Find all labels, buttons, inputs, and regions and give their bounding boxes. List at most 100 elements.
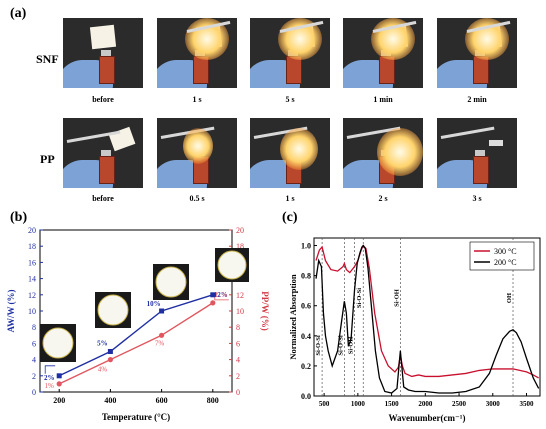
y-left-tick-label: 10 [28, 307, 36, 316]
panel-a-label: (a) [10, 6, 27, 21]
y-left-tick-label: 6 [32, 339, 36, 348]
sample-disk [217, 250, 247, 280]
sample-disk [97, 294, 129, 326]
data-point [159, 308, 165, 314]
x-tick-label: 3500 [520, 400, 535, 408]
data-point [210, 292, 216, 298]
flame-test-photo [343, 18, 423, 88]
y-tick-label: 0.4 [301, 332, 311, 341]
flame-test-photo [437, 118, 517, 188]
y-right-tick-label: 0 [236, 388, 240, 397]
photo-caption: before [92, 95, 114, 104]
x-tick-label: 1000 [351, 400, 366, 408]
x-tick-label: 600 [156, 396, 168, 405]
chart-c: 0.0 0.2 0.4 0.6 0.8 1.0 500 1000 1500 2000 2500 300… [288, 237, 541, 423]
x-tick-label: 2000 [418, 400, 433, 408]
y-left-tick-label: 16 [28, 258, 36, 267]
y-right-tick-label: 10 [236, 307, 244, 316]
y-left-axis-label: AW/W (%) [6, 289, 16, 332]
y-right-tick-label: 20 [236, 226, 244, 235]
data-point [56, 381, 62, 387]
data-label: 12% [214, 291, 228, 299]
y-left-tick-label: 14 [28, 275, 36, 284]
photo-caption: before [92, 194, 114, 203]
chart-b: 0022446688101012121414161618182020200400… [6, 226, 270, 422]
y-left-tick-label: 18 [28, 242, 36, 251]
series-line [315, 244, 540, 394]
flame-test-photo [63, 118, 143, 188]
y-right-tick-label: 2 [236, 372, 240, 381]
series-line [58, 294, 214, 377]
data-label: 10% [147, 300, 161, 308]
data-label: 5% [97, 340, 108, 348]
photo-caption: 2 s [378, 194, 388, 203]
photo-caption: 3 s [472, 194, 482, 203]
y-right-tick-label: 18 [236, 242, 244, 251]
y-axis-label: Normalized Absorption [288, 274, 298, 360]
photo-caption: 1 s [192, 95, 202, 104]
left-axis-arrow [44, 365, 56, 374]
y-left-tick-label: 2 [32, 372, 36, 381]
photo-caption: 1 s [285, 194, 295, 203]
flame-test-photo [343, 118, 423, 188]
annotation-label: Si-O-Si [337, 335, 344, 355]
x-axis-label: Wavenumber(cm⁻¹) [389, 413, 466, 423]
panel-c-label: (c) [282, 210, 298, 225]
annotation-label: Si-O-Si [356, 288, 363, 308]
sample-disk [155, 266, 187, 298]
data-label: 11% [215, 291, 228, 299]
x-tick-label: 1500 [385, 400, 400, 408]
annotation-label: Si-O-Si [315, 335, 322, 355]
legend-box [469, 241, 535, 271]
annotation-label: Si-OH [347, 337, 354, 355]
flame-test-photo [437, 18, 517, 88]
x-tick-label: 400 [104, 396, 116, 405]
plot-frame [313, 237, 541, 397]
data-label: 1% [45, 382, 55, 390]
data-point [210, 300, 216, 306]
y-tick-label: 0.8 [301, 272, 311, 281]
y-left-tick-label: 20 [28, 226, 36, 235]
row-label-pp: PP [40, 152, 55, 166]
x-tick-label: 500 [319, 400, 330, 408]
data-label: 7% [155, 339, 165, 347]
x-tick-label: 3000 [486, 400, 501, 408]
legend-label: 300 °C [494, 247, 517, 256]
y-right-tick-label: 4 [236, 356, 240, 365]
data-point [107, 357, 113, 363]
legend-label: 200 °C [494, 258, 517, 267]
flame-test-photo [157, 18, 237, 88]
y-right-tick-label: 6 [236, 339, 240, 348]
photo-caption: 2 min [467, 95, 487, 104]
data-label: 4% [98, 366, 108, 374]
x-tick-label: 200 [53, 396, 65, 405]
y-left-tick-label: 4 [32, 356, 36, 365]
x-axis-label: Temperature (°C) [102, 412, 170, 422]
y-right-tick-label: 12 [236, 291, 244, 300]
y-left-tick-label: 12 [28, 291, 36, 300]
y-tick-label: 1.0 [301, 242, 311, 251]
photo-caption: 1 min [373, 95, 393, 104]
annotation-label: OH [506, 293, 513, 303]
y-right-tick-label: 8 [236, 323, 240, 332]
flame-test-photo [157, 118, 237, 188]
flame-test-photo [250, 18, 330, 88]
data-point [107, 349, 113, 354]
data-label: 2% [44, 374, 55, 382]
data-point [159, 332, 165, 338]
panel-b-label: (b) [10, 210, 28, 225]
y-left-tick-label: 8 [32, 323, 36, 332]
photo-caption: 5 s [285, 95, 295, 104]
x-tick-label: 2500 [452, 400, 467, 408]
y-tick-label: 0.2 [301, 362, 311, 371]
row-label-snf: SNF [36, 52, 59, 66]
sample-disk [42, 327, 74, 359]
y-tick-label: 0.6 [301, 302, 311, 311]
y-right-axis-label: PP/W (%) [260, 291, 270, 331]
annotation-label: Si-OH [393, 289, 400, 307]
y-left-tick-label: 0 [32, 388, 36, 397]
y-tick-label: 0.0 [301, 392, 311, 401]
flame-test-photo [250, 118, 330, 188]
plot-frame [39, 229, 233, 393]
photo-caption: 0.5 s [189, 194, 205, 203]
